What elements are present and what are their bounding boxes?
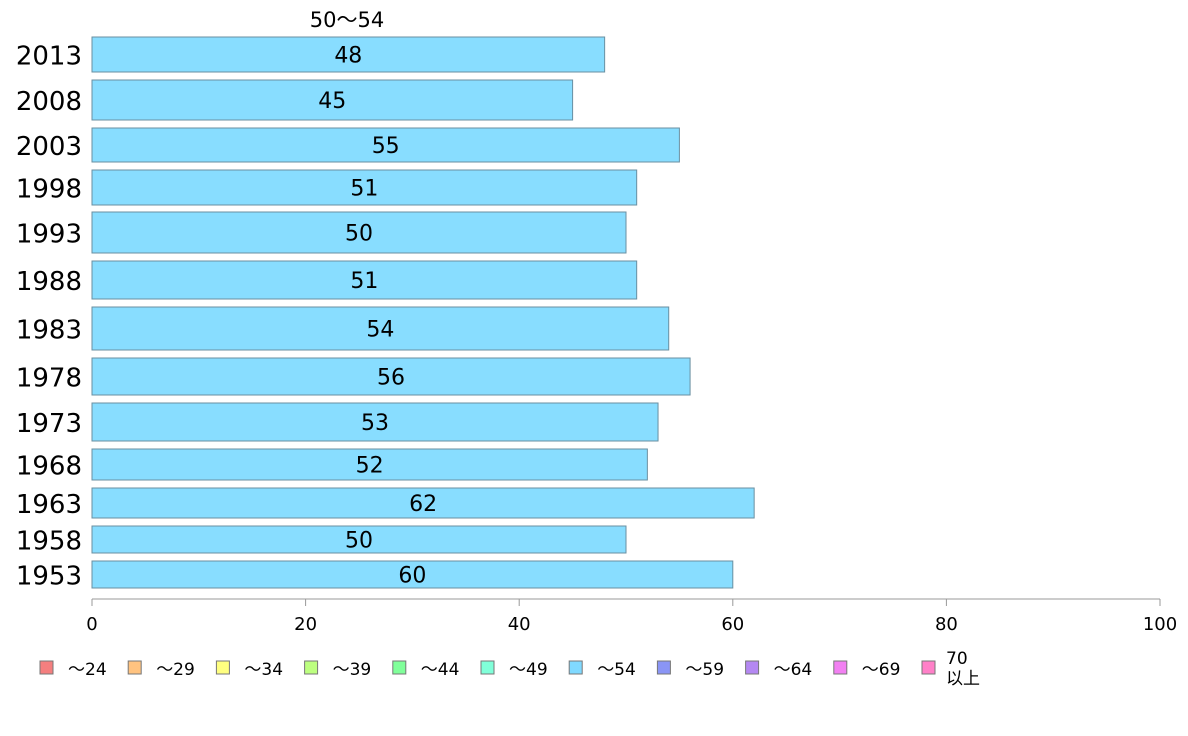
legend-label-8: 〜64: [774, 660, 813, 680]
legend-label-6: 〜54: [597, 660, 636, 680]
legend-label-7: 〜59: [685, 660, 724, 680]
data-label-1958: 50: [345, 529, 373, 554]
legend-label-10: 70 以上: [946, 649, 980, 689]
y-tick-1988: 1988: [16, 267, 82, 297]
y-tick-1983: 1983: [16, 316, 82, 346]
y-tick-1953: 1953: [16, 562, 82, 592]
legend-label-5: 〜49: [509, 660, 548, 680]
bar-2013: [91, 36, 606, 73]
data-label-2003: 55: [372, 134, 400, 159]
legend-label-1: 〜29: [156, 660, 195, 680]
legend-swatch-2: [215, 660, 230, 675]
legend-swatch-5: [480, 660, 495, 675]
bar-1953: [91, 560, 734, 589]
data-label-1988: 51: [350, 269, 378, 294]
x-tick-20: 20: [294, 614, 317, 635]
legend-label-4: 〜44: [421, 660, 460, 680]
bar-1978: [91, 357, 691, 396]
data-label-1963: 62: [409, 492, 437, 517]
legend-swatch-1: [127, 660, 142, 675]
data-label-1998: 51: [350, 177, 378, 202]
data-label-1973: 53: [361, 411, 389, 436]
legend: 〜24 〜29 〜34 〜39 〜44 〜49 〜54 〜59 〜64 〜69 70 以上: [39, 649, 980, 689]
legend-swatch-9: [833, 660, 848, 675]
x-tick-40: 40: [508, 614, 531, 635]
y-tick-1968: 1968: [16, 452, 82, 482]
bar-1973: [91, 402, 659, 442]
bar-2008: [91, 79, 574, 121]
bar-1963: [91, 487, 755, 519]
bar-1968: [91, 448, 648, 481]
bar-1958: [91, 525, 627, 554]
data-label-1978: 56: [377, 366, 405, 391]
bars-group: 48 45 55 51 50 51 54 56 53 52 62 50 60: [91, 36, 755, 589]
bar-2003: [91, 127, 680, 163]
column-header: 50〜54: [310, 8, 384, 32]
data-label-1968: 52: [356, 454, 384, 479]
data-label-1953: 60: [398, 564, 426, 589]
legend-label-0: 〜24: [68, 660, 107, 680]
x-axis: 0 20 40 60 80 100: [86, 598, 1177, 635]
legend-swatch-6: [568, 660, 583, 675]
x-tick-0: 0: [86, 614, 97, 635]
x-tick-80: 80: [935, 614, 958, 635]
y-tick-2008: 2008: [16, 87, 82, 117]
y-tick-1993: 1993: [16, 220, 82, 250]
data-label-1993: 50: [345, 222, 373, 247]
legend-swatch-8: [745, 660, 760, 675]
x-tick-60: 60: [721, 614, 744, 635]
y-tick-1973: 1973: [16, 409, 82, 439]
y-tick-labels: 2013 2008 2003 1998 1993 1988 1983 1978 1973 1968…: [16, 42, 82, 592]
legend-label-2: 〜34: [244, 660, 283, 680]
legend-swatch-0: [39, 660, 54, 675]
y-tick-1978: 1978: [16, 364, 82, 394]
y-tick-2003: 2003: [16, 132, 82, 162]
data-label-2013: 48: [334, 44, 362, 69]
legend-swatch-4: [392, 660, 407, 675]
y-tick-2013: 2013: [16, 42, 82, 72]
y-tick-1963: 1963: [16, 490, 82, 520]
legend-swatch-7: [656, 660, 671, 675]
legend-swatch-10: [921, 660, 936, 675]
legend-label-9: 〜69: [862, 660, 901, 680]
bar-1988: [91, 260, 638, 300]
bar-1993: [91, 211, 627, 254]
bar-1998: [91, 169, 638, 206]
legend-swatch-3: [304, 660, 319, 675]
bar-1983: [91, 306, 670, 351]
data-label-2008: 45: [318, 89, 346, 114]
data-label-1983: 54: [366, 318, 394, 343]
y-tick-1958: 1958: [16, 527, 82, 557]
x-tick-100: 100: [1143, 614, 1177, 635]
legend-label-3: 〜39: [333, 660, 372, 680]
y-tick-1998: 1998: [16, 175, 82, 205]
